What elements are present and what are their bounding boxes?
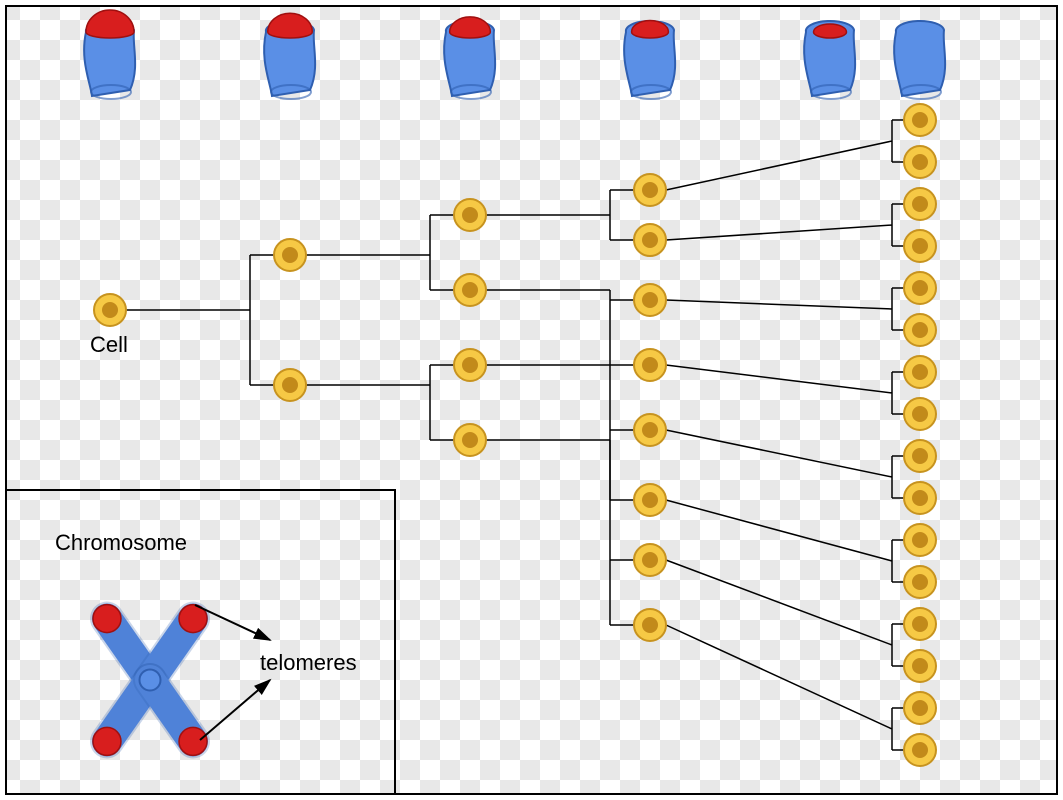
cell-gen3-7 (634, 609, 666, 641)
telomere-cap-icon (179, 727, 207, 755)
cell-gen4-7 (904, 398, 936, 430)
cell-gen4-3 (904, 230, 936, 262)
cell-gen4-2 (904, 188, 936, 220)
telomere-stage-5 (894, 21, 945, 99)
cell-gen2-2 (454, 349, 486, 381)
cell-root (94, 294, 126, 326)
cell-gen1-1 (274, 369, 306, 401)
telomere-stage-0 (84, 10, 135, 99)
telomere-stage-3 (624, 20, 675, 99)
cell-gen3-6 (634, 544, 666, 576)
cell-label: Cell (90, 332, 128, 358)
cell-gen4-5 (904, 314, 936, 346)
cell-gen3-2 (634, 284, 666, 316)
cell-gen3-0 (634, 174, 666, 206)
cell-gen4-10 (904, 524, 936, 556)
cell-gen3-5 (634, 484, 666, 516)
cell-gen4-0 (904, 104, 936, 136)
telomere-cap-icon (93, 605, 121, 633)
diagram-svg (0, 0, 1063, 800)
chromosome-label: Chromosome (55, 530, 187, 556)
telomere-stage-1 (264, 13, 315, 99)
cell-gen4-6 (904, 356, 936, 388)
cell-gen3-3 (634, 349, 666, 381)
telomeres-label: telomeres (260, 650, 357, 676)
cell-gen2-1 (454, 274, 486, 306)
cell-gen2-0 (454, 199, 486, 231)
cell-gen4-13 (904, 650, 936, 682)
cell-gen4-4 (904, 272, 936, 304)
diagram-stage: Cell Chromosome telomeres (0, 0, 1063, 800)
cell-gen4-12 (904, 608, 936, 640)
cell-gen4-9 (904, 482, 936, 514)
cell-gen3-1 (634, 224, 666, 256)
telomere-cap-icon (93, 727, 121, 755)
cell-gen4-11 (904, 566, 936, 598)
telomere-stage-2 (444, 17, 495, 99)
cell-gen4-8 (904, 440, 936, 472)
cell-gen2-3 (454, 424, 486, 456)
cell-gen3-4 (634, 414, 666, 446)
cell-gen4-1 (904, 146, 936, 178)
telomere-stage-4 (804, 21, 855, 99)
cell-gen4-15 (904, 734, 936, 766)
cell-gen4-14 (904, 692, 936, 724)
cell-gen1-0 (274, 239, 306, 271)
